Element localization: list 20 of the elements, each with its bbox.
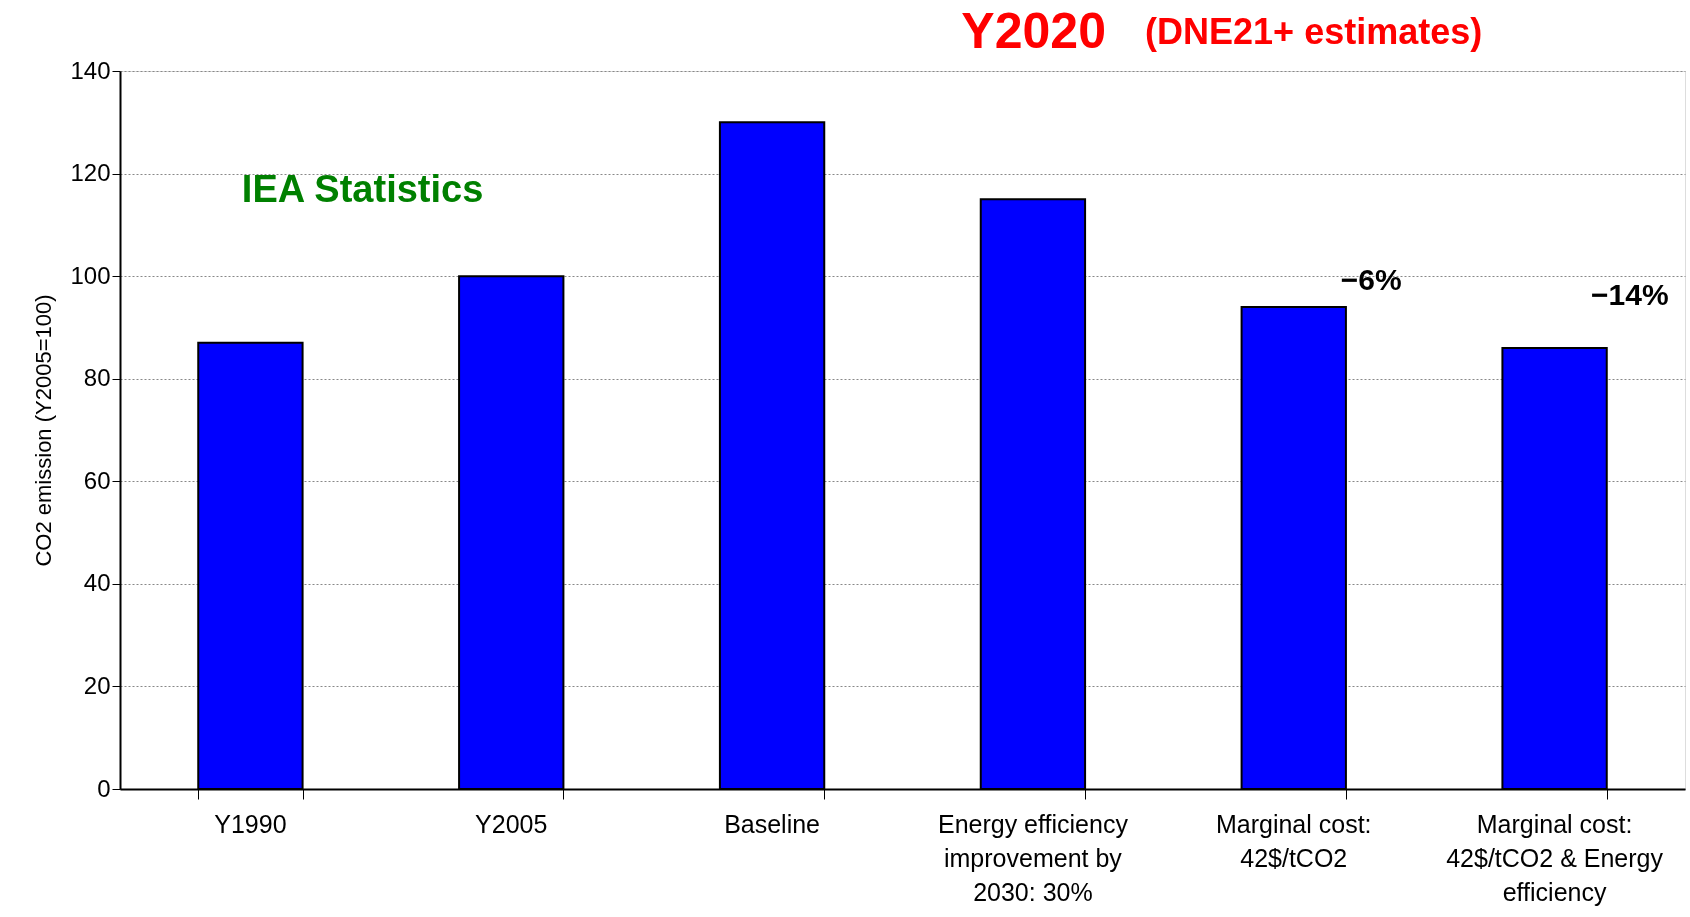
- x-tick-label: Marginal cost: 42$/tCO2: [1215, 810, 1372, 872]
- annotation: IEA Statistics: [241, 168, 484, 210]
- x-tick-label: Baseline: [724, 810, 821, 838]
- y-axis-title: CO2 emission (Y2005=100): [31, 294, 57, 567]
- y-tick-label: 140: [70, 56, 111, 84]
- x-tick-label: Energy efficiency improvement by 2030: 30%: [937, 810, 1129, 906]
- x-tick-label: Y1990: [214, 810, 287, 838]
- y-tick-label: 60: [83, 466, 111, 494]
- x-tick-label: Marginal cost: 42$/tCO2 & Energy efficiency: [1446, 810, 1664, 906]
- text: (DNE21+ estimates): [1145, 11, 1483, 52]
- y-tick-label: 0: [97, 774, 111, 802]
- text: Y2020: [961, 3, 1106, 59]
- annotation: −6%: [1340, 263, 1402, 296]
- x-tick-label: Y2005: [475, 810, 548, 838]
- annotation: −14%: [1591, 278, 1669, 311]
- y-tick-label: 20: [83, 671, 111, 699]
- y-tick-label: 80: [83, 364, 111, 392]
- y-tick-label: 40: [83, 569, 111, 597]
- y-tick-label: 120: [70, 159, 111, 187]
- y-tick-label: 100: [70, 261, 111, 289]
